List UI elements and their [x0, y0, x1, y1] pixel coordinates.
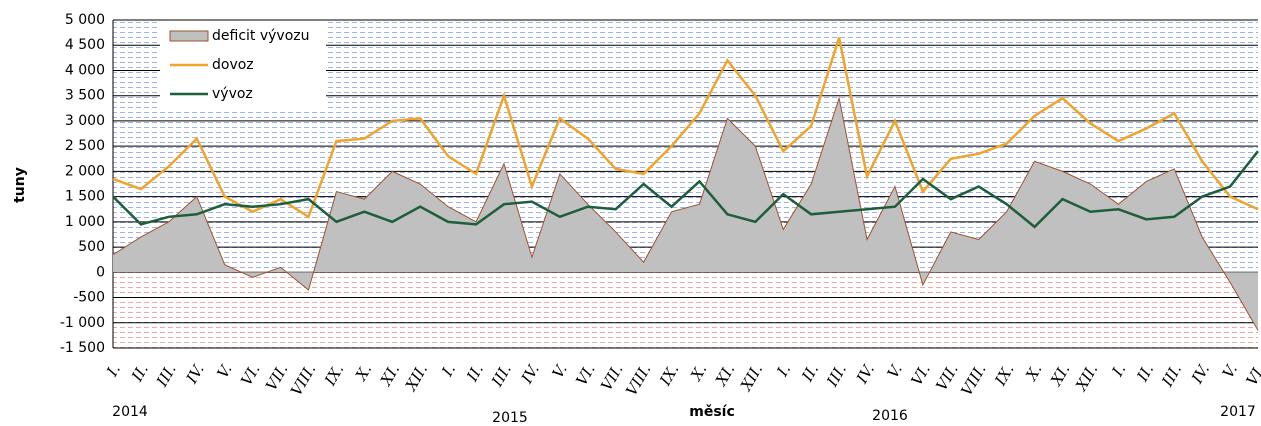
y-tick-label: 3 000	[65, 113, 105, 129]
y-tick-label: 4 500	[65, 37, 105, 53]
x-tick-label: VI.	[1243, 361, 1261, 389]
negative-background	[113, 272, 1258, 348]
x-tick-label: IX.	[321, 361, 348, 389]
x-tick-label: X.	[351, 361, 375, 384]
line	[112, 150, 1259, 229]
x-tick-label: XI.	[712, 361, 739, 389]
x-tick-label: VI.	[572, 361, 598, 389]
y-axis-label: tuny	[12, 167, 28, 203]
y-tick-label: 0	[96, 264, 105, 280]
x-tick-label: III.	[488, 361, 515, 390]
y-tick-label: -500	[73, 290, 105, 306]
x-tick-label: VI.	[237, 361, 263, 389]
y-tick-label: -1 000	[60, 315, 105, 331]
y-tick-label: 1 500	[65, 189, 105, 205]
x-tick-label: IV.	[182, 361, 208, 387]
area-outline	[112, 96, 1259, 331]
x-tick-label: VIII.	[287, 361, 319, 399]
x-tick-label: VIII.	[957, 361, 989, 399]
x-tick-label: X.	[687, 361, 711, 384]
x-tick-label: XII.	[1072, 361, 1102, 395]
x-tick-label: IV.	[517, 361, 543, 387]
line	[112, 37, 1259, 219]
x-tick-label: IX.	[991, 361, 1018, 389]
legend-label: vývoz	[212, 86, 253, 102]
x-tick-label: XII.	[737, 361, 767, 395]
x-tick-label: V.	[1219, 361, 1241, 381]
x-tick-label: II.	[127, 361, 151, 385]
x-tick-label: IX.	[656, 361, 683, 389]
x-tick-label: XI.	[376, 361, 403, 389]
x-tick-label: V.	[884, 361, 906, 381]
y-tick-label: 2 500	[65, 138, 105, 154]
year-label: 2016	[872, 408, 908, 424]
x-tick-label: II.	[798, 361, 822, 385]
x-tick-label: IV.	[1188, 361, 1214, 387]
x-tick-label: III.	[152, 361, 179, 390]
area	[113, 98, 1258, 331]
x-tick-label: XI.	[1047, 361, 1074, 389]
y-tick-label: 4 000	[65, 62, 105, 78]
y-tick-label: 2 000	[65, 163, 105, 179]
x-tick-label: XII.	[401, 361, 431, 395]
legend-swatch	[169, 30, 209, 42]
x-tick-label: X.	[1022, 361, 1046, 384]
x-tick-label: I.	[1108, 361, 1129, 380]
x-tick-label: I.	[438, 361, 459, 380]
x-tick-label: IV.	[852, 361, 878, 387]
x-tick-label: V.	[214, 361, 236, 381]
x-tick-label: V.	[549, 361, 571, 381]
y-tick-label: 500	[78, 239, 105, 255]
year-label: 2017	[1220, 404, 1256, 420]
x-tick-label: I.	[102, 361, 123, 380]
y-tick-label: 3 500	[65, 88, 105, 104]
x-tick-label: II.	[463, 361, 487, 385]
x-tick-label: VIII.	[622, 361, 654, 399]
x-tick-label: VI.	[907, 361, 933, 389]
x-axis-label: měsíc	[689, 404, 735, 420]
year-label: 2015	[492, 410, 528, 426]
year-label: 2014	[112, 404, 148, 420]
x-tick-label: III.	[823, 361, 850, 390]
x-tick-label: III.	[1158, 361, 1185, 390]
x-tick-label: II.	[1133, 361, 1157, 385]
legend-label: dovoz	[212, 57, 254, 73]
y-tick-label: 1 000	[65, 214, 105, 230]
legend-label: deficit vývozu	[212, 28, 310, 44]
y-tick-label: -1 500	[60, 340, 105, 356]
x-tick-label: I.	[773, 361, 794, 380]
y-tick-label: 5 000	[65, 12, 105, 28]
